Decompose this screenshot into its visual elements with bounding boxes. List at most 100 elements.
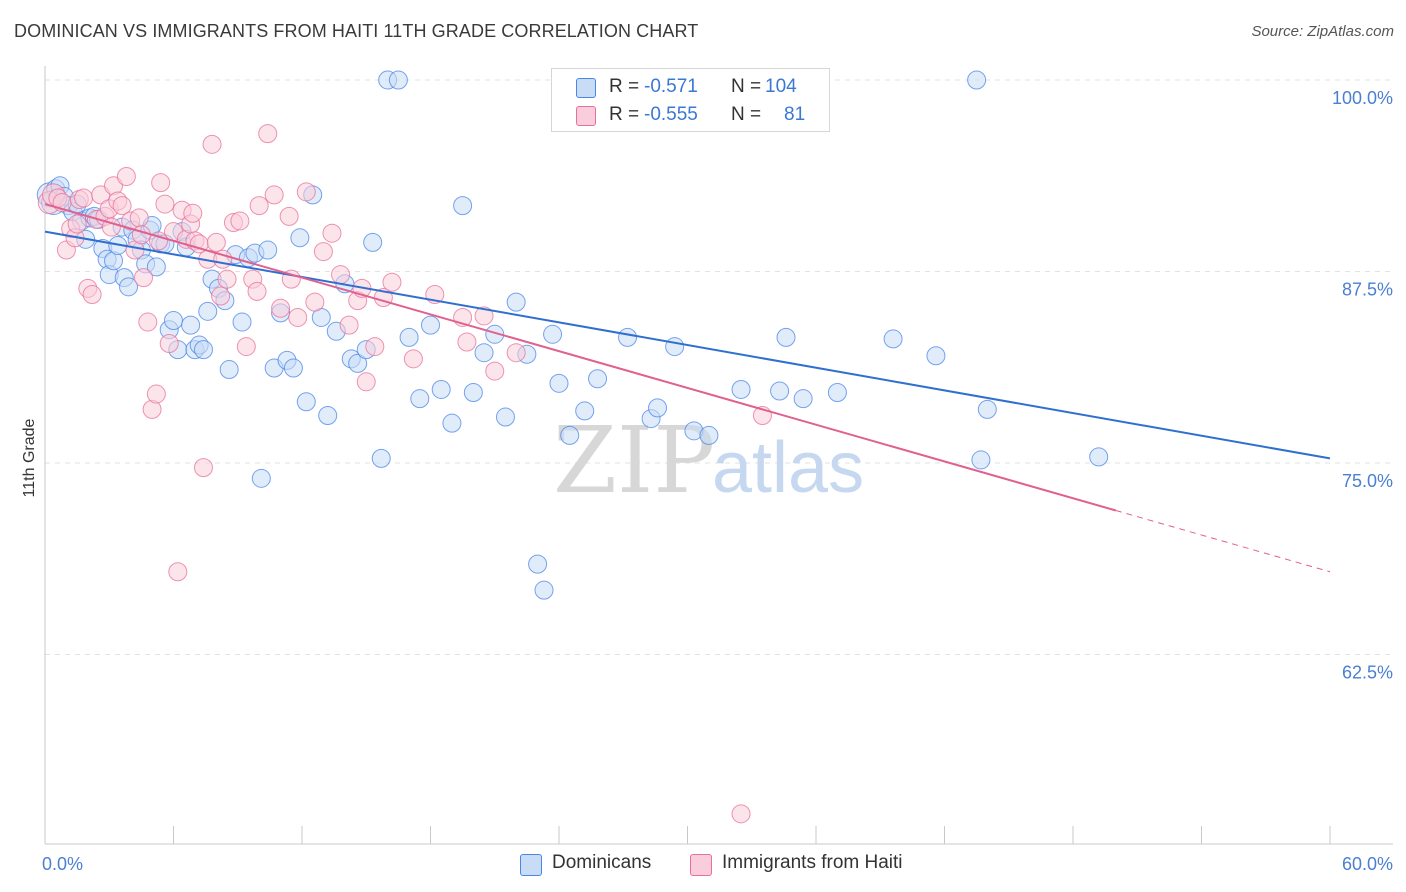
point-dominicans[interactable] <box>119 277 139 297</box>
point-dominicans[interactable] <box>463 383 483 403</box>
point-haiti[interactable] <box>202 134 222 154</box>
point-haiti[interactable] <box>74 188 94 208</box>
point-dominicans[interactable] <box>560 425 580 445</box>
point-dominicans[interactable] <box>388 70 408 90</box>
point-haiti[interactable] <box>82 284 102 304</box>
point-haiti[interactable] <box>217 269 237 289</box>
point-haiti[interactable] <box>506 343 526 363</box>
point-dominicans[interactable] <box>495 407 515 427</box>
point-dominicans[interactable] <box>883 329 903 349</box>
point-haiti[interactable] <box>155 194 175 214</box>
point-dominicans[interactable] <box>371 448 391 468</box>
point-dominicans[interactable] <box>181 315 201 335</box>
point-dominicans[interactable] <box>283 358 303 378</box>
point-haiti[interactable] <box>193 458 213 478</box>
point-haiti[interactable] <box>331 265 351 285</box>
point-dominicans[interactable] <box>363 232 383 252</box>
point-dominicans[interactable] <box>793 389 813 409</box>
point-dominicans[interactable] <box>421 315 440 335</box>
watermark-atlas: atlas <box>712 428 864 508</box>
point-dominicans[interactable] <box>534 580 554 600</box>
point-dominicans[interactable] <box>146 257 166 277</box>
point-dominicans[interactable] <box>588 369 608 389</box>
point-haiti[interactable] <box>249 196 269 216</box>
point-dominicans[interactable] <box>232 312 252 332</box>
point-haiti[interactable] <box>91 185 111 205</box>
point-haiti[interactable] <box>183 203 203 223</box>
point-dominicans[interactable] <box>731 379 751 399</box>
point-dominicans[interactable] <box>543 324 563 344</box>
point-haiti[interactable] <box>264 185 284 205</box>
point-dominicans[interactable] <box>926 346 946 366</box>
point-dominicans[interactable] <box>485 324 505 344</box>
point-haiti[interactable] <box>339 315 359 335</box>
point-haiti[interactable] <box>236 337 256 357</box>
point-haiti[interactable] <box>313 242 333 262</box>
point-dominicans[interactable] <box>193 340 213 360</box>
point-haiti[interactable] <box>112 196 132 216</box>
point-dominicans[interactable] <box>648 398 668 418</box>
point-haiti[interactable] <box>230 211 250 231</box>
point-haiti[interactable] <box>271 298 291 318</box>
point-dominicans[interactable] <box>296 392 316 412</box>
point-dominicans[interactable] <box>348 353 368 373</box>
point-haiti[interactable] <box>131 225 151 245</box>
point-haiti[interactable] <box>129 208 149 228</box>
point-haiti[interactable] <box>151 173 171 193</box>
point-dominicans[interactable] <box>770 381 790 401</box>
point-haiti[interactable] <box>457 332 477 352</box>
point-haiti[interactable] <box>258 124 278 144</box>
point-dominicans[interactable] <box>198 301 218 321</box>
point-dominicans[interactable] <box>699 425 719 445</box>
point-dominicans[interactable] <box>506 292 526 312</box>
point-haiti[interactable] <box>211 286 231 306</box>
point-haiti[interactable] <box>206 232 226 252</box>
y-tick-label: 87.5% <box>1342 280 1393 300</box>
point-haiti[interactable] <box>67 214 87 234</box>
point-dominicans[interactable] <box>442 413 462 433</box>
point-dominicans[interactable] <box>399 327 419 347</box>
point-dominicans[interactable] <box>474 343 494 363</box>
point-dominicans[interactable] <box>967 70 987 90</box>
point-haiti[interactable] <box>134 268 154 288</box>
point-haiti[interactable] <box>731 804 751 824</box>
point-dominicans[interactable] <box>827 383 847 403</box>
point-dominicans[interactable] <box>977 399 997 419</box>
point-haiti[interactable] <box>149 231 169 251</box>
point-dominicans[interactable] <box>618 327 638 347</box>
point-dominicans[interactable] <box>410 389 430 409</box>
point-haiti[interactable] <box>146 384 166 404</box>
point-haiti[interactable] <box>356 372 376 392</box>
point-dominicans[interactable] <box>290 228 310 248</box>
axes <box>44 66 1393 845</box>
point-haiti[interactable] <box>116 167 136 187</box>
point-haiti[interactable] <box>288 307 308 327</box>
point-haiti[interactable] <box>279 206 299 226</box>
point-haiti[interactable] <box>403 349 423 369</box>
point-haiti[interactable] <box>485 361 505 381</box>
point-dominicans[interactable] <box>251 468 271 488</box>
point-haiti[interactable] <box>365 337 385 357</box>
point-dominicans[interactable] <box>776 327 796 347</box>
point-haiti[interactable] <box>322 223 342 243</box>
point-dominicans[interactable] <box>575 401 595 421</box>
point-haiti[interactable] <box>474 306 494 326</box>
point-haiti[interactable] <box>296 182 316 202</box>
point-dominicans[interactable] <box>453 196 473 216</box>
point-haiti[interactable] <box>138 312 158 332</box>
point-dominicans[interactable] <box>164 311 183 331</box>
point-haiti[interactable] <box>159 334 179 354</box>
point-dominicans[interactable] <box>258 240 278 260</box>
point-dominicans[interactable] <box>1089 447 1109 467</box>
point-haiti[interactable] <box>382 272 402 292</box>
point-dominicans[interactable] <box>549 373 569 393</box>
point-dominicans[interactable] <box>665 337 685 357</box>
point-haiti[interactable] <box>247 281 267 301</box>
point-dominicans[interactable] <box>431 379 451 399</box>
point-dominicans[interactable] <box>219 360 239 380</box>
point-dominicans[interactable] <box>318 406 338 426</box>
point-haiti[interactable] <box>305 292 325 312</box>
point-dominicans[interactable] <box>971 450 991 470</box>
point-haiti[interactable] <box>168 562 188 582</box>
point-dominicans[interactable] <box>528 554 548 574</box>
